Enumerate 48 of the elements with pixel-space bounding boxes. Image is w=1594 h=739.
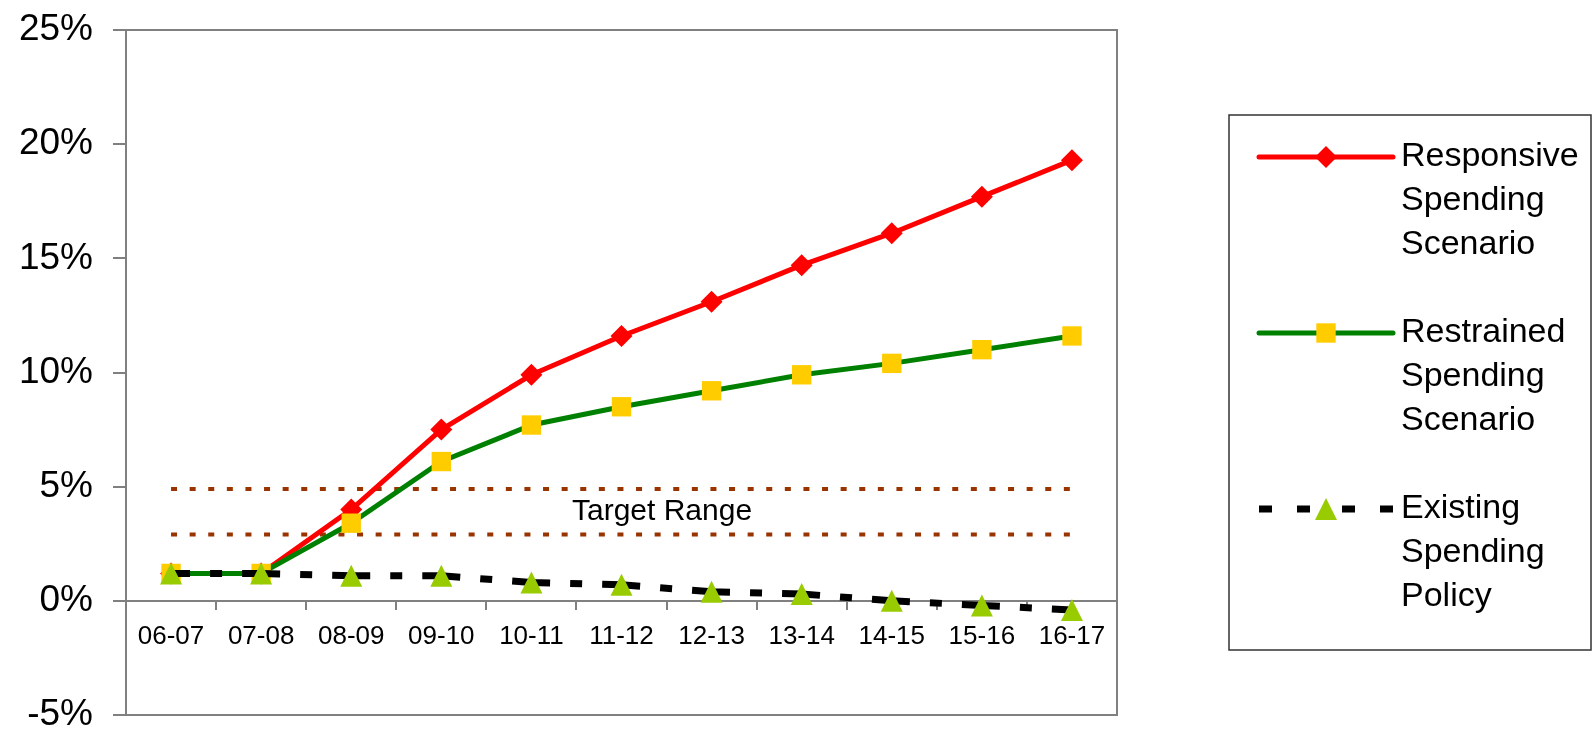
point bbox=[882, 353, 902, 374]
point bbox=[610, 324, 633, 347]
x-tick-label: 10-11 bbox=[499, 619, 564, 650]
point bbox=[431, 451, 452, 472]
point bbox=[430, 418, 453, 441]
x-tick-label: 09-10 bbox=[408, 619, 475, 650]
point bbox=[611, 397, 632, 417]
y-tick-label: 20% bbox=[18, 121, 93, 163]
x-tick-label: 14-15 bbox=[858, 619, 926, 650]
y-tick-label: 0% bbox=[39, 578, 93, 620]
point bbox=[972, 339, 992, 360]
y-tick-label: 15% bbox=[18, 235, 93, 277]
y-tick-label: 5% bbox=[39, 463, 93, 505]
y-tick-label: -5% bbox=[27, 692, 93, 734]
x-tick-label: 08-09 bbox=[317, 619, 385, 650]
x-tick-label: 13-14 bbox=[768, 619, 835, 650]
point bbox=[430, 564, 453, 587]
point bbox=[341, 513, 361, 533]
x-tick-label: 12-13 bbox=[678, 619, 745, 650]
y-tick-label: 25% bbox=[18, 7, 93, 49]
point bbox=[700, 290, 723, 313]
point bbox=[610, 573, 633, 596]
x-tick-label: 06-07 bbox=[137, 619, 205, 650]
point bbox=[790, 582, 813, 605]
point bbox=[520, 363, 543, 386]
legend-label: Restrained Spending Scenario bbox=[1401, 311, 1566, 438]
point bbox=[791, 365, 812, 385]
point bbox=[790, 254, 813, 277]
x-tick-label: 11-12 bbox=[589, 619, 654, 650]
legend-label: Responsive Spending Scenario bbox=[1401, 135, 1579, 262]
x-tick-label: 15-16 bbox=[948, 619, 1016, 650]
point bbox=[701, 381, 722, 401]
point bbox=[520, 571, 543, 594]
x-tick-label: 07-08 bbox=[227, 619, 295, 650]
y-tick-label: 10% bbox=[18, 349, 93, 391]
legend-label: Existing Spending Policy bbox=[1401, 487, 1545, 614]
point bbox=[340, 564, 363, 587]
x-tick-label: 16-17 bbox=[1038, 619, 1106, 650]
point bbox=[880, 589, 903, 612]
point bbox=[880, 222, 903, 245]
point bbox=[1060, 149, 1083, 172]
point bbox=[1062, 326, 1082, 346]
point bbox=[700, 580, 723, 603]
point bbox=[1060, 598, 1083, 621]
point bbox=[521, 415, 542, 435]
point bbox=[970, 594, 993, 617]
annotation: Target Range bbox=[571, 493, 753, 527]
point bbox=[970, 185, 993, 208]
